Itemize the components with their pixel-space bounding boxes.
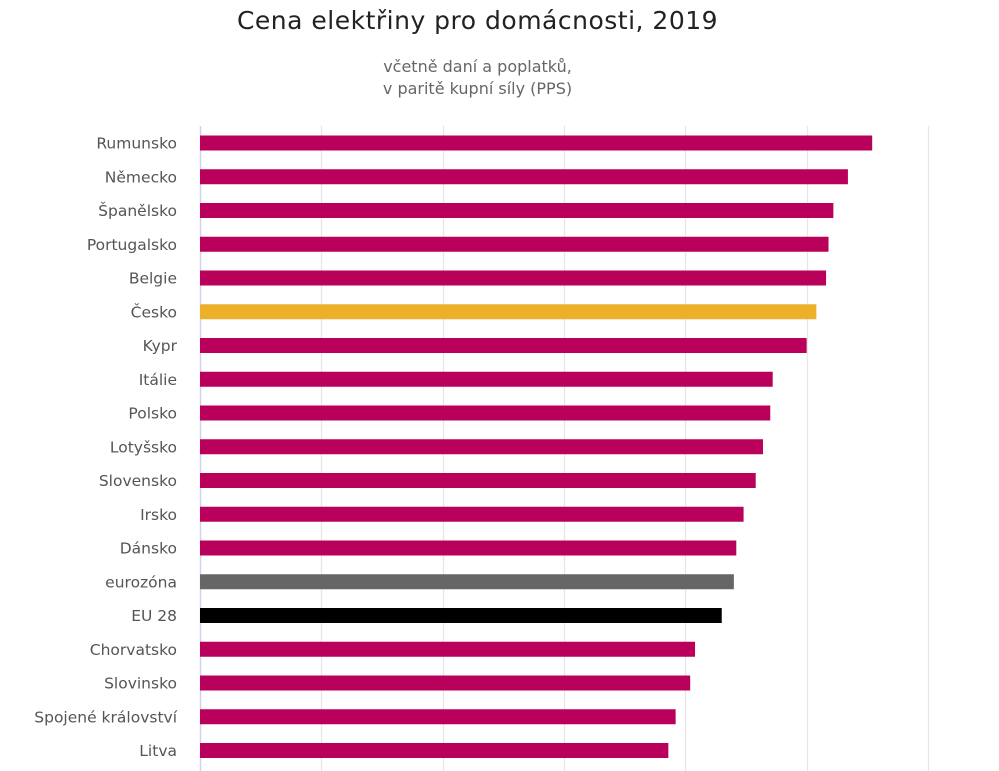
category-label: Dánsko [120, 540, 177, 558]
category-label: eurozóna [105, 573, 177, 591]
category-label: Spojené království [34, 708, 177, 726]
bar-slovinsko[interactable] [200, 675, 691, 691]
subtitle-line-2: v paritě kupní síly (PPS) [382, 79, 573, 98]
bar-česko[interactable] [200, 304, 817, 320]
category-label: Irsko [140, 506, 177, 524]
bar-chorvatsko[interactable] [200, 641, 696, 657]
chart-subtitle: včetně daní a poplatků, v paritě kupní s… [0, 56, 955, 100]
category-label: Slovensko [99, 472, 177, 490]
bar-itálie[interactable] [200, 371, 773, 387]
bar-irsko[interactable] [200, 506, 744, 522]
bar-spojené-království[interactable] [200, 709, 676, 725]
bar-rumunsko[interactable] [200, 135, 873, 151]
category-label: Německo [105, 168, 177, 186]
bar-kypr[interactable] [200, 338, 807, 353]
bar-eurozóna[interactable] [200, 574, 734, 590]
bar-portugalsko[interactable] [200, 236, 829, 252]
category-label: Chorvatsko [90, 641, 177, 659]
bar-dánsko[interactable] [200, 540, 737, 556]
category-label: Česko [131, 302, 177, 321]
bars [200, 135, 873, 758]
category-label: Kypr [143, 337, 178, 355]
chart-title: Cena elektřiny pro domácnosti, 2019 [236, 6, 719, 35]
subtitle-line-1: včetně daní a poplatků, [383, 57, 572, 76]
bar-slovensko[interactable] [200, 473, 756, 488]
category-label: EU 28 [131, 607, 177, 625]
category-label: Rumunsko [96, 135, 177, 153]
bar-litva[interactable] [200, 743, 669, 758]
category-label: Portugalsko [87, 236, 177, 254]
category-label: Slovinsko [104, 675, 177, 693]
category-label: Polsko [128, 405, 177, 423]
category-label: Itálie [139, 371, 177, 389]
bar-belgie[interactable] [200, 270, 827, 286]
bar-lotyšsko[interactable] [200, 439, 763, 455]
category-label: Belgie [129, 270, 177, 288]
bar-polsko[interactable] [200, 405, 771, 421]
category-labels: Rumunsko Německo Španělsko Portugalsko Belgi… [34, 135, 177, 761]
category-label: Lotyšsko [110, 438, 177, 456]
category-label: Španělsko [98, 201, 177, 220]
category-label: Litva [139, 742, 177, 760]
bar-španělsko[interactable] [200, 203, 834, 218]
bar-eu-28[interactable] [200, 608, 722, 623]
bar-německo[interactable] [200, 169, 848, 185]
